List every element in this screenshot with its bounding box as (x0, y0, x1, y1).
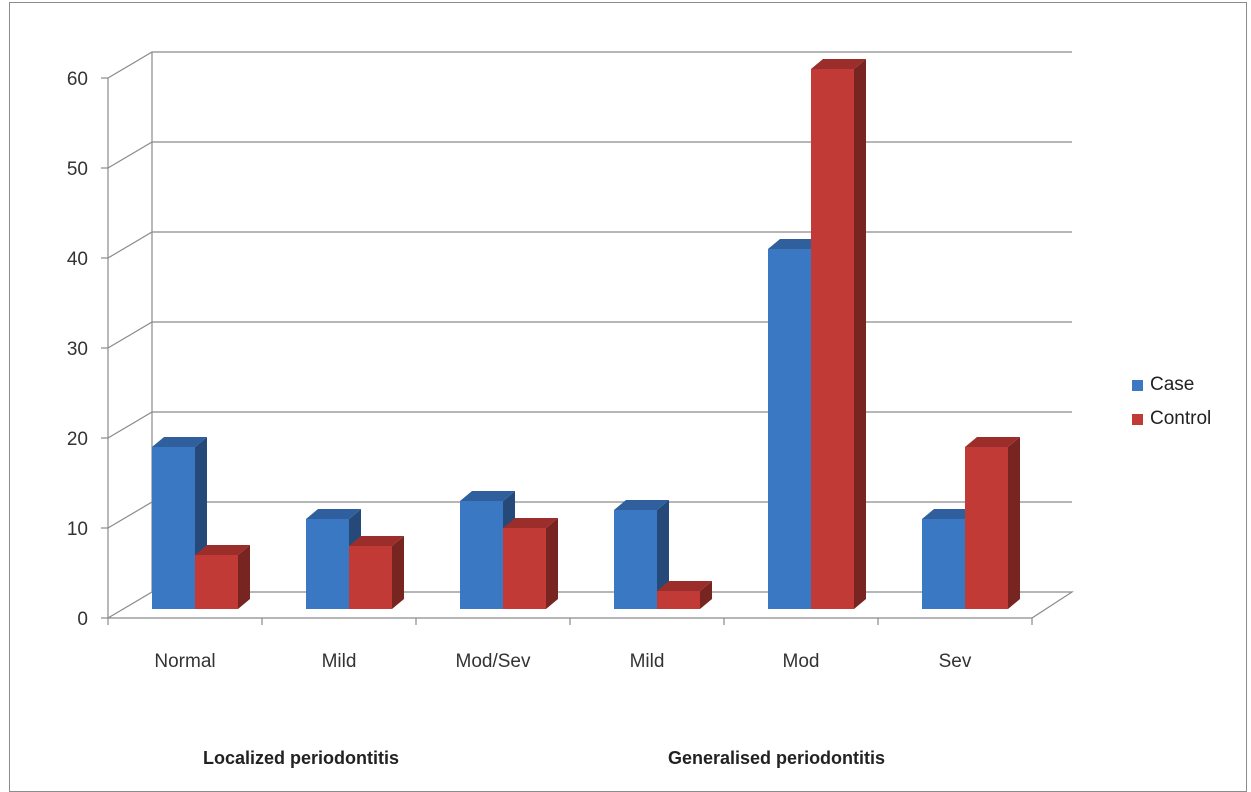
gridline (107, 231, 1072, 259)
y-tick-label: 50 (67, 159, 88, 180)
bar-top (152, 437, 207, 447)
bar-top (349, 536, 404, 546)
y-tick-label: 40 (67, 249, 88, 270)
y-tick-label: 0 (77, 609, 88, 630)
legend-item-case: Case (1132, 368, 1211, 402)
bar-side (657, 500, 669, 609)
bar-front (460, 501, 503, 609)
bar-front (152, 447, 195, 609)
legend-swatch-control (1132, 413, 1143, 425)
y-axis: 0 10 20 30 40 50 60 (67, 69, 108, 630)
bar-front (768, 249, 811, 609)
bar-front (195, 555, 238, 609)
y-tick-label: 60 (67, 69, 88, 90)
legend-item-control: Control (1132, 402, 1211, 436)
bar-control (811, 59, 866, 609)
group-label-generalised: Generalised periodontitis (668, 748, 886, 768)
bar-case (152, 437, 207, 609)
x-category-label: Mod (783, 651, 820, 672)
bar-side (546, 518, 558, 609)
bar-top (768, 239, 823, 249)
x-category-label: Mild (630, 651, 665, 672)
x-axis: Normal Mild Mod/Sev Mild Mod Sev (107, 618, 1033, 672)
legend-label-case: Case (1150, 374, 1195, 395)
bar-front (811, 69, 854, 609)
bar-side (238, 545, 250, 609)
bar-control (195, 545, 250, 609)
bar-top (965, 437, 1020, 447)
bars (152, 59, 1020, 609)
x-category-label: Mod/Sev (456, 651, 531, 672)
legend: Case Control (1132, 368, 1211, 436)
bar-front (965, 447, 1008, 609)
bar-top (195, 545, 250, 555)
gridline (107, 411, 1072, 439)
bar-top (503, 518, 558, 528)
bar-side (1008, 437, 1020, 609)
bar-front (657, 591, 700, 609)
bar-control (965, 437, 1020, 609)
bar-front (614, 510, 657, 609)
y-tick-label: 20 (67, 429, 88, 450)
x-category-label: Normal (154, 651, 215, 672)
legend-label-control: Control (1150, 408, 1212, 429)
gridline (107, 321, 1072, 349)
bar-front (306, 519, 349, 609)
bar-side (700, 581, 712, 609)
bar-top (306, 509, 361, 519)
bar-top (922, 509, 977, 519)
bar-front (349, 546, 392, 609)
group-label-localized: Localized periodontitis (203, 748, 400, 768)
gridline (107, 51, 1072, 79)
bar-case (614, 500, 669, 609)
bar-top (614, 500, 669, 510)
bar-top (657, 581, 712, 591)
x-category-label: Mild (322, 651, 357, 672)
y-tick-label: 30 (67, 339, 88, 360)
bar-top (460, 491, 515, 501)
bar-side (392, 536, 404, 609)
bar-front (922, 519, 965, 609)
bar-control (349, 536, 404, 609)
bar-side (854, 59, 866, 609)
bar-control (503, 518, 558, 609)
bar-top (811, 59, 866, 69)
x-category-label: Sev (939, 651, 972, 672)
legend-swatch-case (1132, 379, 1143, 391)
y-tick-label: 10 (67, 519, 88, 540)
bar-front (503, 528, 546, 609)
bar-control (657, 581, 712, 609)
gridline (107, 141, 1072, 169)
